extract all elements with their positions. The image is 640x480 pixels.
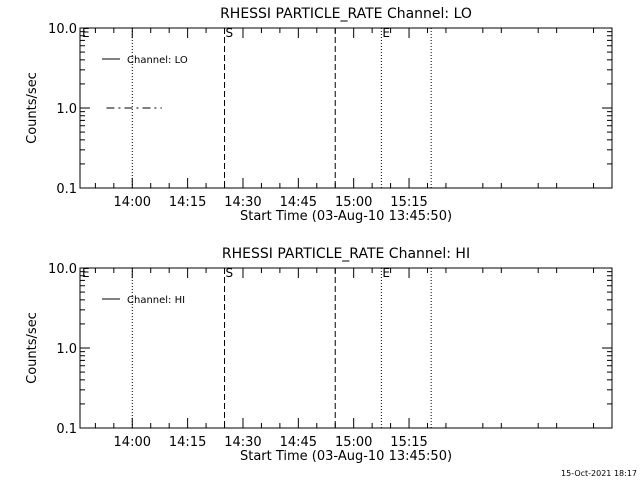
plot-frame [79,27,613,189]
x-axis-label: Start Time (03-Aug-10 13:45:50) [240,209,452,224]
x-tick-label: 14:15 [169,435,206,450]
chart-title: RHESSI PARTICLE_RATE Channel: HI [222,246,470,262]
x-tick-label: 15:15 [390,435,427,450]
footer-timestamp: 15-Oct-2021 18:17 [561,469,637,478]
y-tick-label: 0.1 [56,422,77,437]
y-tick-label: 0.1 [56,182,77,197]
corner-label: E [82,266,90,280]
x-tick-label: 14:15 [169,195,206,210]
x-tick-label: 14:45 [280,195,317,210]
legend-label: Channel: HI [127,295,185,306]
y-tick-label: 1.0 [56,102,77,117]
y-axis-label: Counts/sec [25,312,40,384]
event-marker-label: E [382,26,390,40]
x-tick-label: 14:30 [224,435,261,450]
x-tick-label: 14:00 [114,195,151,210]
x-tick-label: 15:00 [335,435,372,450]
y-tick-label: 10.0 [48,22,77,37]
y-tick-label: 10.0 [48,262,77,277]
legend-label: Channel: LO [127,55,188,66]
x-tick-label: 15:00 [335,195,372,210]
y-axis-label: Counts/sec [25,72,40,144]
corner-label: E [82,26,90,40]
x-tick-label: 14:30 [224,195,261,210]
y-tick-label: 1.0 [56,342,77,357]
chart-title: RHESSI PARTICLE_RATE Channel: LO [220,6,472,22]
x-tick-label: 14:45 [280,435,317,450]
plot-frame [79,267,613,429]
event-marker-label: S [226,26,234,40]
x-axis-label: Start Time (03-Aug-10 13:45:50) [240,449,452,464]
event-marker-label: S [226,266,234,280]
x-tick-label: 14:00 [114,435,151,450]
event-marker-label: E [382,266,390,280]
x-tick-label: 15:15 [390,195,427,210]
